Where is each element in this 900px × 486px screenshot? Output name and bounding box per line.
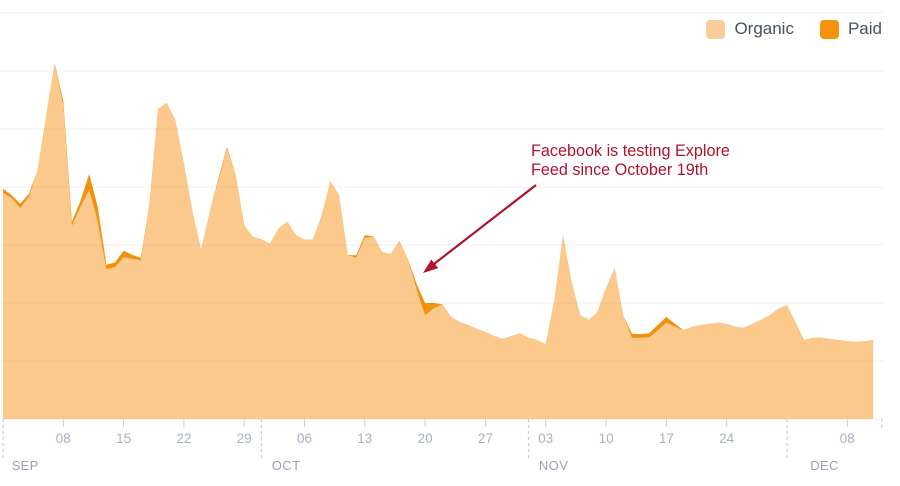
legend-label-organic: Organic: [734, 19, 794, 38]
arrow-head-icon: [423, 259, 439, 273]
x-axis-marks: [2, 419, 883, 461]
chart-areas: [3, 62, 874, 420]
gridlines: [0, 12, 884, 420]
organic-area-series: [3, 62, 874, 420]
legend-item-paid: Paid: [819, 19, 882, 39]
chart-legend: Organic Paid: [706, 19, 882, 39]
annotation-line-2: Feed since October 19th: [531, 161, 709, 179]
paid-swatch-icon: [819, 19, 839, 39]
annotation-arrow: [423, 184, 537, 273]
annotation-line-1: Facebook is testing Explore: [531, 142, 730, 160]
legend-item-organic: Organic: [706, 19, 794, 39]
legend-label-paid: Paid: [847, 19, 882, 38]
organic-swatch-icon: [706, 19, 726, 39]
explore-feed-annotation: Facebook is testing Explore Feed since O…: [531, 142, 730, 180]
